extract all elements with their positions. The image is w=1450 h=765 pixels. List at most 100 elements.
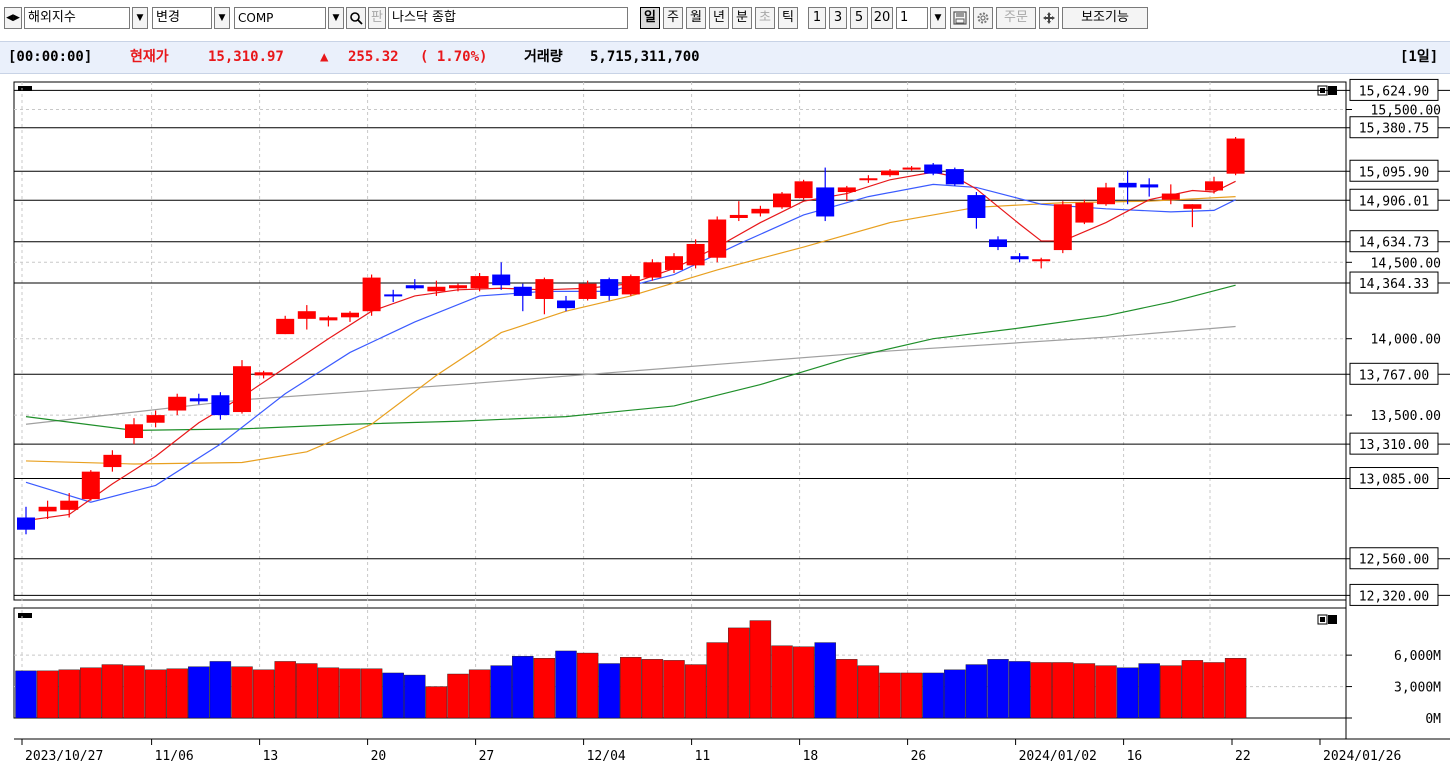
count-dropdown-button[interactable]: ▼ [930,7,946,29]
price-level-box [1349,467,1439,490]
volume-bar [1160,665,1182,719]
volume-bar [317,667,340,719]
period-year-button[interactable]: 년 [709,7,729,29]
price-panel [13,81,1347,601]
volume-bar [360,668,383,719]
y-tick-label: 15,500.00 [1371,104,1441,119]
price-level-label: 14,634.73 [1359,236,1429,251]
candle-body [535,279,554,299]
candle-body [600,279,619,296]
volume-bar [900,672,923,719]
volume-bar [1224,658,1247,719]
candle-body [146,415,165,423]
period-week-button[interactable]: 주 [663,7,683,29]
x-tick-label: 2024/01/26 [1323,749,1401,764]
candle-body [492,274,511,286]
volume-bar [1073,663,1096,719]
volume-bar [922,672,944,719]
volume-bar [36,670,59,719]
y-tick-label: 14,000.00 [1371,333,1441,348]
interval-3-button[interactable]: 3 [829,7,847,29]
candle-body [794,181,813,199]
aux-functions-button[interactable]: 보조기능 [1062,7,1148,29]
candle-body [276,318,295,335]
period-badge: [1일] [1400,49,1439,65]
price-level-box [1349,159,1439,182]
move-cross-icon[interactable] [1039,7,1059,29]
candle-body [773,193,791,208]
volume-bar [252,669,275,719]
symbol-code-input[interactable]: COMP [234,7,326,29]
ma60-line [25,284,1236,431]
candle-body [60,500,79,510]
candle-body [470,276,489,289]
interval-1-button[interactable]: 1 [808,7,826,29]
candle-body [967,195,986,218]
period-minute-button[interactable]: 분 [732,7,752,29]
x-tick-label: 11 [695,749,711,764]
candle-body [859,178,878,181]
x-tick-label: 2024/01/02 [1019,749,1097,764]
volume-bar [1203,662,1225,719]
volume-bar [231,666,253,719]
price-level-box [1349,116,1439,139]
candle-body [125,424,143,439]
candle-body [989,239,1007,248]
symbol-dropdown-button[interactable]: ▼ [328,7,344,29]
period-day-button[interactable]: 일 [640,7,660,29]
volume-bar [425,686,448,719]
price-level-label: 13,085.00 [1359,473,1429,488]
candle-body [557,300,575,309]
volume-bar [987,659,1009,719]
price-level-label: 14,364.33 [1359,277,1429,292]
price-level-box [1349,230,1439,253]
candle-body [1183,204,1202,209]
interval-20-button[interactable]: 20 [871,7,893,29]
volume-label: 거래량 [524,49,563,65]
settings-gear-icon[interactable] [973,7,993,29]
candle-body [1097,187,1115,205]
volume-bar [274,661,296,719]
change-select[interactable]: 변경 [152,7,212,29]
candlestick-chart[interactable]: 15,500.00 14,500.00 14,000.00 13,500.00 15,6… [0,78,1450,765]
period-second-button[interactable]: 초 [755,7,775,29]
order-button[interactable]: 주문 [996,7,1036,29]
volume-bar [749,620,772,719]
candle-body [319,317,338,321]
current-price-label: 현재가 [130,49,169,65]
candle-body [189,398,208,402]
price-level-label: 12,320.00 [1359,589,1429,604]
volume-value: 5,715,311,700 [590,49,700,65]
volume-close-icon[interactable] [1328,615,1337,624]
candle-body [729,214,748,218]
save-icon[interactable] [950,7,970,29]
interval-5-button[interactable]: 5 [850,7,868,29]
candle-body [449,285,467,289]
period-tick-button[interactable]: 틱 [778,7,798,29]
candle-body [945,169,964,185]
candle-body [1140,184,1159,188]
market-select[interactable]: 해외지수 [24,7,130,29]
search-icon[interactable] [346,7,366,29]
change-dropdown-button[interactable]: ▼ [214,7,230,29]
volume-bar [15,670,37,719]
volume-bar [1052,662,1074,719]
volume-bar [188,666,210,719]
volume-bar [80,667,102,719]
market-dropdown-button[interactable]: ▼ [132,7,148,29]
toggle-arrows-button[interactable]: ◀▶ [4,7,22,29]
count-input[interactable]: 1 [896,7,928,29]
volume-bar [641,659,664,719]
candle-body [1226,138,1245,174]
pan-button[interactable]: 판 [368,7,386,29]
candle-body [233,366,251,413]
volume-bar [123,665,145,719]
volume-bar [879,672,901,719]
candle-body [211,395,230,416]
y-tick-label: 13,500.00 [1371,409,1441,424]
candle-body [513,286,532,296]
x-tick-label: 27 [479,749,495,764]
volume-tick-label: 6,000M [1394,649,1441,664]
volume-bar [857,665,880,719]
period-month-button[interactable]: 월 [686,7,706,29]
